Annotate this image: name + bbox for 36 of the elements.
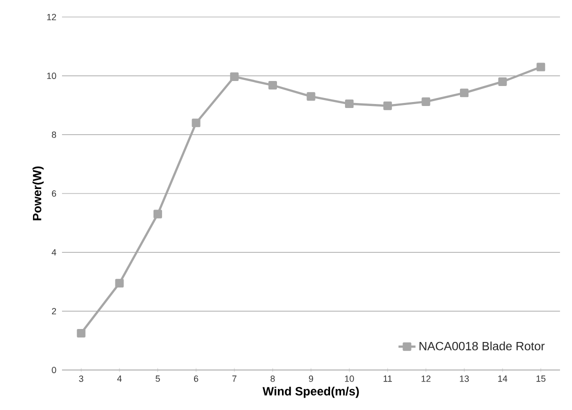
point	[460, 88, 469, 98]
point	[345, 99, 354, 108]
y-tick-label: 0	[52, 366, 56, 374]
x-tick-label: 7	[232, 376, 236, 382]
point	[115, 278, 124, 288]
point	[76, 328, 86, 338]
x-axis-title: Wind Speed(m/s)	[262, 386, 359, 398]
point	[536, 62, 546, 72]
point	[192, 118, 200, 128]
x-tick-label: 6	[194, 376, 198, 382]
point	[153, 210, 162, 218]
x-tick-label: 11	[384, 376, 392, 382]
point	[306, 92, 316, 101]
x-tick-label: 15	[536, 376, 546, 382]
x-tick-label: 14	[498, 376, 508, 382]
point	[230, 72, 239, 81]
point	[422, 97, 430, 106]
legend-label: NACA0018 Blade Rotor	[420, 342, 545, 350]
x-tick-label: 4	[117, 376, 122, 382]
x-tick-label: 3	[79, 376, 84, 382]
x-tick-label: 8	[270, 376, 275, 382]
y-tick-label: 2	[52, 308, 56, 314]
x-tick-label: 10	[345, 376, 354, 382]
point	[383, 102, 392, 110]
y-tick-label: 6	[52, 190, 56, 197]
y-axis-title: Power(W)	[32, 166, 44, 220]
y-tick-label: 8	[52, 131, 56, 138]
y-tick-label: 10	[47, 72, 56, 80]
x-tick-label: 9	[308, 376, 314, 382]
y-tick-label: 4	[52, 249, 56, 256]
point	[498, 77, 507, 86]
x-tick-label: 5	[156, 376, 160, 382]
x-tick-label: 12	[422, 376, 430, 382]
x-tick-label: 13	[460, 376, 469, 382]
y-tick-label: 12	[47, 14, 56, 20]
point	[268, 80, 277, 90]
